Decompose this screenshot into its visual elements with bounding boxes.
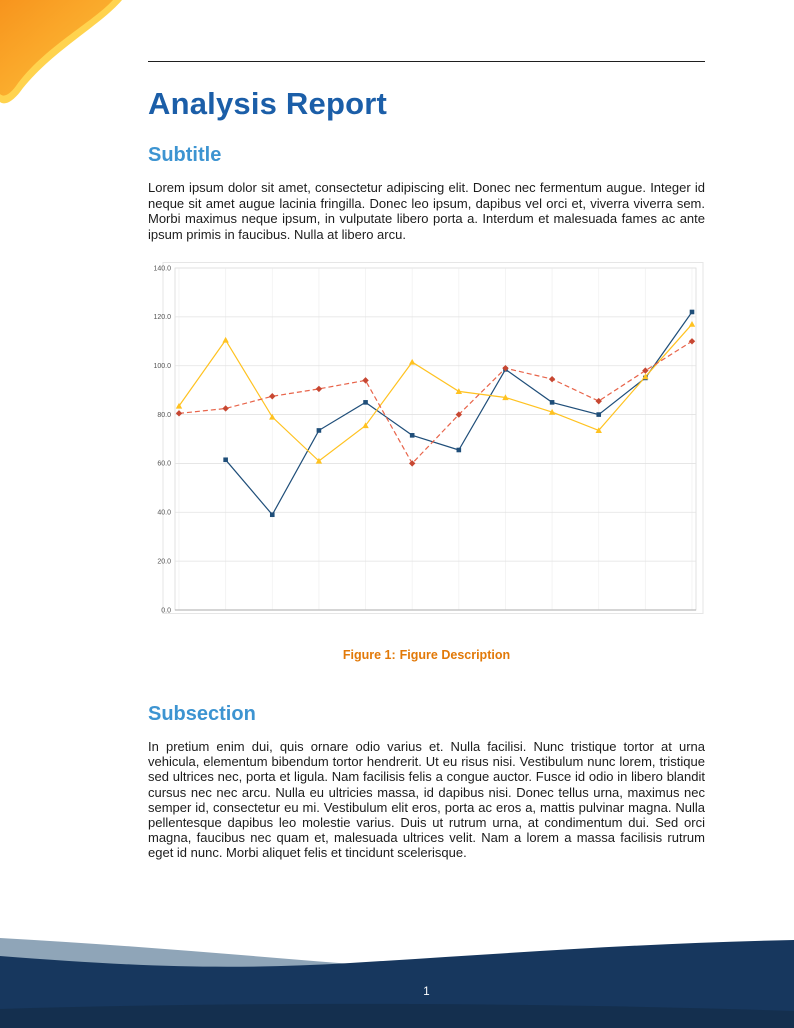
- svg-text:20.0: 20.0: [157, 558, 171, 565]
- section-heading-subsection: Subsection: [148, 703, 256, 725]
- footer-navy-bottom-band: [0, 1003, 794, 1028]
- figure-caption-text: Figure Description: [399, 648, 511, 662]
- svg-text:60.0: 60.0: [157, 461, 171, 468]
- svg-text:40.0: 40.0: [157, 510, 171, 517]
- corner-decoration: [0, 0, 122, 104]
- figure-1: 0.0 20.0 40.0 60.0 80.0 100.0 120.0 140.0: [148, 262, 705, 618]
- line-chart: 0.0 20.0 40.0 60.0 80.0 100.0 120.0 140.0: [153, 262, 704, 614]
- header-rule: [148, 61, 705, 62]
- svg-text:120.0: 120.0: [153, 314, 171, 321]
- svg-text:100.0: 100.0: [153, 363, 171, 370]
- figure-caption-label: Figure 1:: [342, 648, 396, 662]
- footer-wave: [0, 938, 794, 1028]
- report-title: Analysis Report: [148, 86, 388, 121]
- body-paragraph-1: Lorem ipsum dolor sit amet, consectetur …: [148, 180, 705, 242]
- svg-text:80.0: 80.0: [157, 412, 171, 419]
- corner-orange-swoosh: [0, 0, 113, 96]
- page-number: 1: [423, 986, 430, 998]
- svg-text:140.0: 140.0: [153, 265, 171, 272]
- figure-caption: Figure 1: Figure Description: [148, 648, 705, 662]
- svg-text:0.0: 0.0: [161, 607, 171, 614]
- body-paragraph-2: In pretium enim dui, quis ornare odio va…: [148, 739, 705, 861]
- section-heading-subtitle: Subtitle: [148, 144, 222, 166]
